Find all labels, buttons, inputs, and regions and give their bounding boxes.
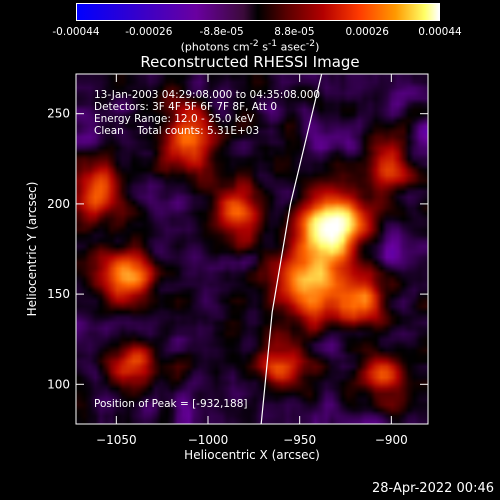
y-axis: 100 150 200 250 [47,107,428,391]
peak-label: Position of Peak = [-932,188] [94,398,248,410]
heatmap-image [76,74,428,424]
colorbar [76,3,440,21]
annotation-line: Energy Range: 12.0 - 25.0 keV [94,113,255,125]
x-tick-label: −1000 [188,433,229,447]
annotation-line: Clean Total counts: 5.31E+03 [94,125,259,137]
plot-frame [75,73,429,425]
y-axis-label: Heliocentric Y (arcsec) [25,182,39,317]
y-tick-label: 200 [47,197,70,211]
timestamp: 28-Apr-2022 00:46 [372,481,494,496]
colorbar-tick-label: -0.00044 [52,26,100,38]
y-tick-label: 150 [47,287,70,301]
chart-title: Reconstructed RHESSI Image [140,53,360,71]
colorbar-tick-label: 0.00026 [345,26,389,38]
annotation-line: Detectors: 3F 4F 5F 6F 7F 8F, Att 0 [94,101,277,113]
solar-limb-curve [260,74,323,424]
y-tick-label: 250 [47,107,70,121]
annotation-line: 13-Jan-2003 04:29:08.000 to 04:35:08.000 [94,89,320,101]
colorbar-tick-label: -8.8e-05 [199,26,244,38]
x-tick-label: −900 [375,433,408,447]
x-tick-label: −950 [283,433,316,447]
colorbar-tick-label: 8.8e-05 [274,26,315,38]
x-tick-label: −1050 [96,433,137,447]
x-axis: −1050 −1000 −950 −900 [96,74,408,447]
y-tick-label: 100 [47,377,70,391]
colorbar-tick-label: 0.00044 [418,26,462,38]
annotations: 13-Jan-2003 04:29:08.000 to 04:35:08.000… [94,89,320,137]
x-axis-label: Heliocentric X (arcsec) [184,448,320,462]
colorbar-tick-label: -0.00026 [125,26,173,38]
colorbar-units: (photons cm-2 s-1 asec-2) [180,38,320,54]
